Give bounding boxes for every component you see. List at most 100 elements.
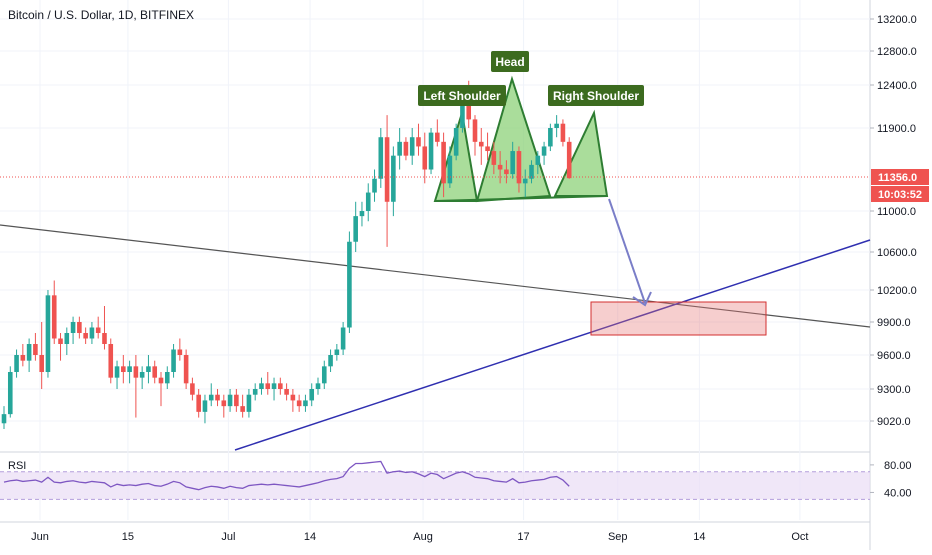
candle-body: [491, 151, 497, 165]
pattern-labels: Left Shoulder Head Right Shoulder: [418, 51, 644, 106]
candle-body: [391, 155, 396, 202]
candle-body: [102, 333, 107, 344]
candle-body: [384, 137, 390, 202]
candle-body: [334, 349, 340, 355]
candle-body: [466, 102, 472, 120]
candle-body: [416, 137, 421, 147]
candle-body: [196, 394, 201, 412]
candle-body: [259, 383, 264, 389]
candle-body: [215, 394, 220, 401]
candle-body: [152, 366, 158, 378]
candle-body: [365, 192, 371, 211]
candle-body: [548, 128, 553, 147]
neckline: [434, 195, 608, 202]
candle-body: [315, 383, 321, 389]
candle-body: [409, 137, 415, 156]
candle-body: [535, 155, 541, 165]
candle-body: [478, 141, 484, 147]
rsi-line: [3, 460, 570, 491]
right-shoulder-label: Right Shoulder: [553, 89, 639, 103]
resistance-line: [0, 224, 871, 328]
candle-body: [516, 151, 522, 184]
candle-body: [1, 414, 7, 424]
candle-body: [522, 178, 528, 184]
candle-body: [183, 355, 189, 384]
price-tick-label: 11000.0: [877, 206, 916, 218]
candle-body: [39, 355, 44, 372]
candle-body: [252, 389, 258, 395]
candle-body: [246, 394, 252, 412]
candle-body: [290, 394, 296, 401]
candle-body: [20, 355, 26, 361]
rsi-tick-label: 80.00: [884, 460, 912, 472]
candle-body: [14, 355, 19, 372]
price-tick-label: 9900.0: [877, 317, 911, 329]
candles: [1, 80, 572, 429]
candle-body: [485, 146, 490, 152]
candle-body: [139, 372, 145, 378]
price-tick-label: 9020.0: [877, 416, 911, 428]
time-tick-label: Jun: [31, 531, 49, 543]
resistance-line: [0, 224, 871, 328]
candle-body: [372, 178, 377, 193]
left-shoulder-label: Left Shoulder: [423, 89, 501, 103]
candle-body: [45, 295, 51, 372]
trend-line: [234, 239, 871, 451]
price-tick-label: 9600.0: [877, 350, 911, 362]
rsi-tick-label: 40.00: [884, 487, 912, 499]
candle-body: [127, 366, 132, 372]
candle-body: [108, 344, 114, 378]
candle-body: [447, 155, 453, 184]
candle-body: [190, 383, 195, 395]
candle-body: [497, 164, 503, 170]
rsi-label: RSI: [8, 460, 27, 472]
candle-body: [234, 394, 239, 407]
candle-body: [347, 241, 352, 328]
candle-body: [70, 322, 76, 333]
candle-body: [460, 102, 465, 128]
time-tick-label: Aug: [413, 531, 433, 543]
candle-body: [303, 400, 308, 407]
projection-arrow: [608, 198, 652, 307]
time-tick-label: 15: [122, 531, 134, 543]
time-tick-label: 17: [517, 531, 529, 543]
arrow-head: [632, 291, 652, 307]
price-tick-label: 13200.0: [877, 14, 917, 26]
time-axis: Jun 15 Jul 14 Aug 17 Sep 14 Oct: [31, 531, 808, 543]
candle-body: [397, 141, 402, 156]
candle-body: [26, 344, 32, 361]
candle-body: [560, 123, 566, 142]
candle-body: [158, 377, 164, 384]
candle-body: [58, 338, 63, 344]
candle-body: [296, 400, 302, 407]
last-price-line: 11356.0 10:03:52: [0, 169, 929, 202]
candle-body: [422, 146, 428, 170]
candle-body: [7, 372, 13, 415]
candle-body: [164, 372, 170, 384]
candle-body: [133, 366, 139, 378]
candle-body: [403, 141, 409, 156]
candle-body: [529, 164, 534, 179]
price-tick-label: 10600.0: [877, 247, 917, 259]
price-tick-label: 11900.0: [877, 123, 916, 135]
price-tick-label: 10200.0: [877, 285, 917, 297]
trend-line: [234, 239, 871, 451]
last-price-badge: [871, 169, 929, 185]
chart-title: Bitcoin / U.S. Dollar, 1D, BITFINEX: [8, 8, 195, 22]
candle-body: [227, 394, 233, 407]
candle-body: [95, 327, 101, 333]
target-box: [590, 301, 767, 336]
candle-body: [340, 327, 346, 350]
candle-body: [284, 389, 289, 395]
candle-body: [472, 119, 478, 142]
candle-body: [271, 383, 277, 389]
candle-body: [240, 406, 245, 412]
candle-body: [309, 389, 315, 401]
arrow-shaft: [608, 198, 646, 304]
rsi-panel: 80.00 40.00: [0, 460, 912, 500]
candle-body: [33, 344, 38, 355]
candle-body: [89, 327, 95, 339]
